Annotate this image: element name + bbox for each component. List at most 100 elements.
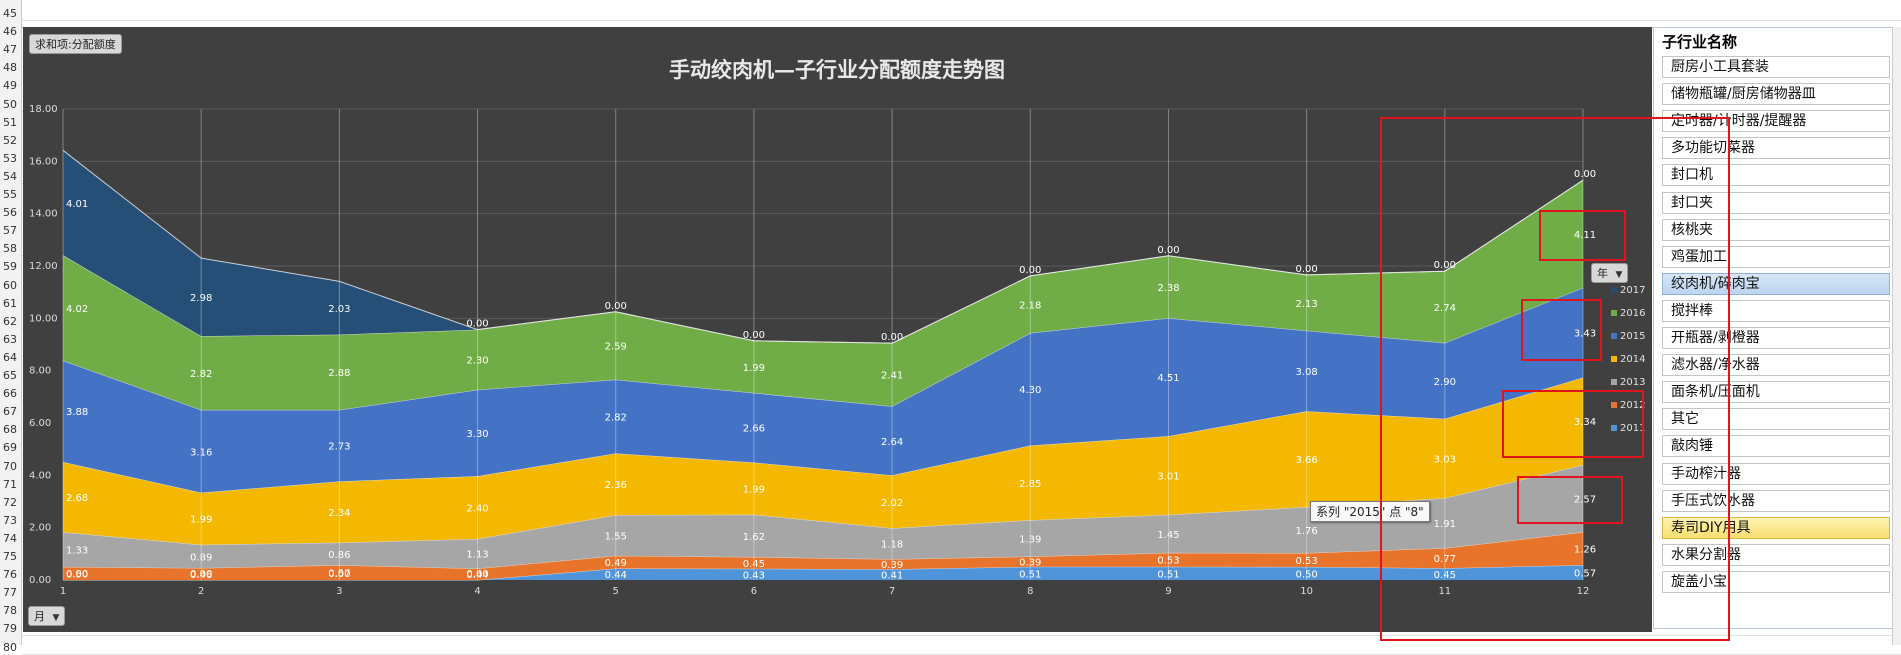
data-label-2016: 4.11	[1574, 230, 1596, 241]
row-header: 45 46 47 48 49 50 51 52 53 54 55 56 57 58 59 60 61 62 63 64…	[0, 0, 22, 654]
row-number[interactable]: 69	[3, 441, 17, 455]
slicer-item[interactable]: 面条机/压面机	[1662, 381, 1890, 404]
month-field-button[interactable]: 月 ▼	[28, 606, 66, 626]
row-number[interactable]: 58	[3, 242, 17, 256]
row-number[interactable]: 74	[3, 531, 17, 545]
data-label-2011: 0.00	[66, 569, 88, 580]
slicer-item[interactable]: 开瓶器/剥橙器	[1662, 327, 1890, 349]
row-number[interactable]: 77	[3, 586, 17, 600]
row-number[interactable]: 60	[3, 278, 17, 292]
row-number[interactable]: 66	[3, 387, 17, 401]
row-number[interactable]: 64	[3, 350, 17, 364]
row-number[interactable]: 54	[3, 169, 17, 183]
data-label-2012: 0.53	[1296, 556, 1318, 567]
x-tick-label: 3	[336, 586, 342, 597]
data-label-2014: 2.34	[328, 508, 350, 519]
row-number[interactable]: 46	[3, 25, 17, 39]
row-number[interactable]: 53	[3, 151, 17, 165]
data-label-2012: 0.39	[881, 560, 903, 571]
row-number[interactable]: 79	[3, 622, 17, 636]
data-label-2015: 2.66	[743, 424, 765, 435]
row-number[interactable]: 68	[3, 423, 17, 437]
row-number[interactable]: 56	[3, 206, 17, 220]
row-number[interactable]: 48	[3, 61, 17, 75]
data-label-2016: 2.82	[190, 369, 212, 380]
row-number[interactable]: 45	[3, 7, 17, 20]
chart-title: 手动绞肉机—子行业分配额度走势图	[669, 57, 1005, 82]
data-label-2014: 2.85	[1019, 479, 1041, 490]
row-number[interactable]: 63	[3, 332, 17, 346]
row-number[interactable]: 62	[3, 314, 17, 328]
slicer-item[interactable]: 核桃夹	[1662, 218, 1890, 241]
data-label-2015: 3.43	[1574, 329, 1596, 340]
data-label-2014: 2.40	[466, 504, 488, 515]
slicer-item[interactable]: 滤水器/净水器	[1662, 354, 1890, 377]
row-number[interactable]: 73	[3, 513, 17, 527]
row-number[interactable]: 50	[3, 97, 17, 111]
data-label-2016: 2.13	[1296, 299, 1318, 310]
data-label-2016: 4.02	[66, 304, 88, 315]
y-tick-label: 14.00	[29, 209, 58, 220]
data-label-2012: 0.45	[743, 559, 765, 570]
data-label-2014: 3.34	[1574, 417, 1596, 428]
data-label-2011: 0.57	[1574, 569, 1596, 580]
data-label-2015: 2.64	[881, 437, 903, 448]
vertical-scrollbar[interactable]	[1892, 27, 1901, 645]
legend-swatch-2012	[1611, 402, 1617, 408]
slicer-item[interactable]: 其它	[1662, 408, 1890, 431]
subindustry-slicer[interactable]: 子行业名称 厨房小工具套装 储物瓶罐/厨房储物器皿 定时器/计时器/提醒器 多功能切菜…	[1653, 27, 1894, 629]
year-field-button[interactable]: 年 ▼	[1591, 263, 1629, 283]
slicer-item[interactable]: 水果分割器	[1662, 543, 1890, 566]
row-number[interactable]: 67	[3, 405, 17, 419]
data-label-2013: 1.39	[1019, 534, 1041, 545]
slicer-item[interactable]: 定时器/计时器/提醒器	[1662, 110, 1890, 133]
row-number[interactable]: 51	[3, 115, 17, 129]
data-label-2017: 0.00	[881, 332, 903, 343]
row-number[interactable]: 47	[3, 43, 17, 57]
slicer-item[interactable]: 厨房小工具套装	[1662, 56, 1890, 78]
data-label-2012: 0.39	[1019, 558, 1041, 569]
slicer-item[interactable]: 手动榨汁器	[1662, 462, 1890, 485]
pivot-chart[interactable]: 手动绞肉机—子行业分配额度走势图 0.00 2.00 4.00 6.00 8.00 10.0…	[23, 27, 1652, 632]
slicer-item[interactable]: 敲肉锤	[1662, 435, 1890, 458]
y-tick-label: 6.00	[29, 418, 51, 429]
slicer-item[interactable]: 旋盖小宝	[1662, 570, 1890, 593]
row-number[interactable]: 78	[3, 604, 17, 618]
y-tick-label: 16.00	[29, 156, 58, 167]
data-label-2015: 3.88	[66, 407, 88, 418]
row-number[interactable]: 49	[3, 79, 17, 93]
row-number[interactable]: 71	[3, 477, 17, 491]
legend-label-2016: 2016	[1620, 308, 1645, 319]
row-number[interactable]: 55	[3, 188, 17, 201]
slicer-item[interactable]: 绞肉机/碎肉宝	[1662, 272, 1890, 295]
row-number[interactable]: 59	[3, 260, 17, 274]
row-number[interactable]: 65	[3, 369, 17, 382]
slicer-item[interactable]: 手压式饮水器	[1662, 489, 1890, 512]
dropdown-arrow-icon: ▼	[1615, 270, 1623, 280]
row-number[interactable]: 61	[3, 296, 17, 310]
data-label-2013: 1.55	[605, 531, 627, 542]
slicer-item[interactable]: 封口机	[1662, 164, 1890, 187]
value-field-button[interactable]: 求和项:分配额度	[29, 34, 122, 54]
slicer-item[interactable]: 鸡蛋加工	[1662, 245, 1890, 268]
row-number[interactable]: 70	[3, 459, 17, 473]
data-label-2015: 4.30	[1019, 385, 1041, 396]
slicer-item[interactable]: 多功能切菜器	[1662, 137, 1890, 160]
slicer-item[interactable]: 搅拌棒	[1662, 299, 1890, 322]
row-number[interactable]: 80	[3, 640, 17, 654]
slicer-item[interactable]: 寿司DIY用具	[1662, 516, 1890, 539]
data-label-2012: 0.49	[605, 558, 627, 569]
slicer-item[interactable]: 储物瓶罐/厨房储物器皿	[1662, 83, 1890, 106]
x-tick-label: 11	[1438, 586, 1451, 597]
y-tick-label: 2.00	[29, 523, 51, 534]
area-series-2011	[63, 565, 1583, 580]
value-field-label: 求和项:分配额度	[35, 38, 116, 51]
row-number[interactable]: 75	[3, 550, 17, 563]
slicer-item[interactable]: 封口夹	[1662, 191, 1890, 214]
row-number[interactable]: 52	[3, 133, 17, 147]
data-label-2015: 3.08	[1296, 367, 1318, 378]
row-number[interactable]: 57	[3, 224, 17, 238]
row-number[interactable]: 76	[3, 568, 17, 582]
data-label-2011: 0.41	[881, 571, 903, 582]
row-number[interactable]: 72	[3, 495, 17, 509]
